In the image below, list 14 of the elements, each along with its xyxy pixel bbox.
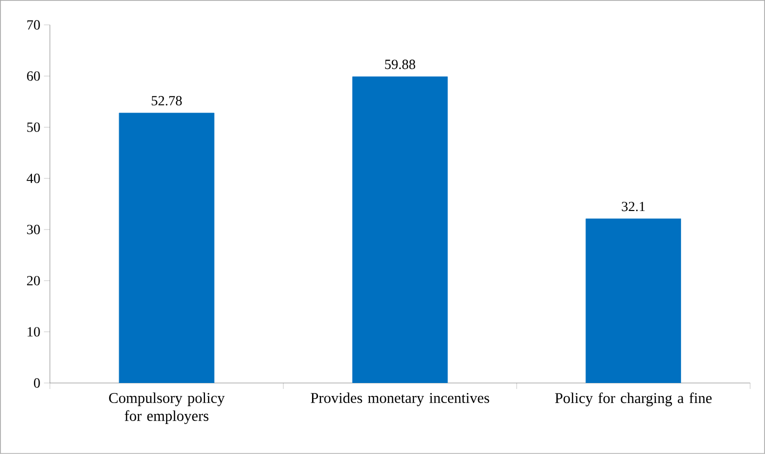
data-label: 52.78: [152, 96, 182, 106]
x-tick-label: Compulsory policy for employers: [109, 392, 225, 424]
x-tick-label: Policy for charging a fine: [555, 392, 712, 406]
data-label: 59.88: [385, 60, 416, 70]
data-label: 32.1: [622, 202, 645, 212]
y-tick-label: 60: [27, 71, 40, 81]
x-tick-label: Provides monetary incentives: [310, 392, 490, 406]
y-tick-label: 70: [27, 20, 40, 30]
y-tick-label: 50: [27, 122, 40, 132]
y-tick-label: 10: [28, 327, 40, 337]
y-tick-label: 30: [27, 224, 40, 234]
y-tick-label: 20: [27, 276, 40, 286]
y-tick-label: 0: [34, 378, 40, 388]
y-tick-label: 40: [26, 174, 40, 184]
